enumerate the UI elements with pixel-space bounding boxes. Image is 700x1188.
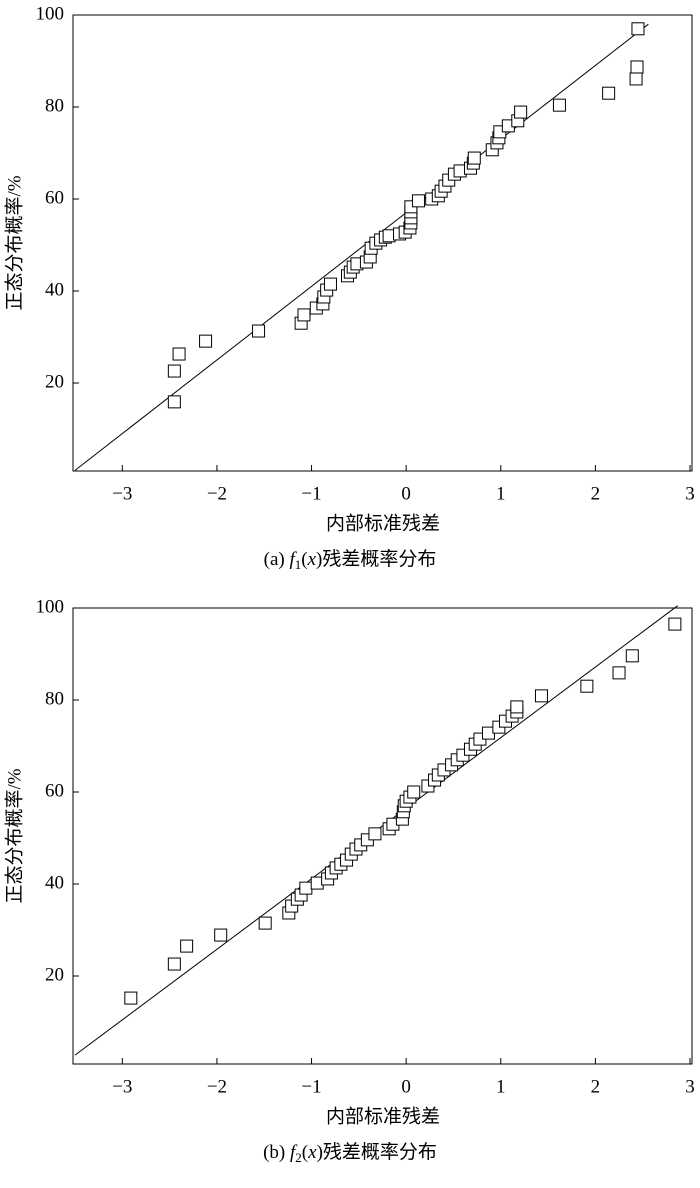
caption-part: f [290, 1142, 298, 1163]
data-point [180, 939, 194, 953]
data-point [407, 785, 421, 799]
data-point [299, 881, 313, 895]
data-point [668, 617, 682, 631]
caption-part: f [289, 549, 297, 570]
x-tick-label: −1 [301, 1076, 321, 1097]
y-tick-label: 20 [45, 964, 64, 985]
data-point [612, 666, 626, 680]
data-point [411, 194, 425, 208]
x-axis-label: 内部标准残差 [326, 512, 440, 534]
data-point [631, 22, 645, 36]
data-point [630, 60, 644, 74]
y-tick-label: 40 [45, 279, 64, 300]
data-point [258, 916, 272, 930]
caption-part: x [307, 1142, 317, 1163]
x-tick-label: 3 [685, 1076, 695, 1097]
caption-part: )残差概率分布 [317, 1141, 437, 1163]
y-tick-label: 100 [36, 3, 65, 24]
caption: (a) f1(x)残差概率分布 [264, 548, 437, 572]
y-tick-label: 60 [45, 187, 64, 208]
x-tick-label: −2 [207, 1076, 227, 1097]
data-point [214, 928, 228, 942]
data-point [510, 700, 524, 714]
data-point [323, 277, 337, 291]
data-point [167, 957, 181, 971]
x-tick-label: 2 [591, 1076, 601, 1097]
panel: 20 40 60 80 100 −3 −2 −1 0 1 2 3 正态分布概率/% 内部标准残差 (a) f… [3, 3, 694, 572]
x-tick-label: 0 [401, 1076, 411, 1097]
data-point [602, 86, 616, 100]
x-axis-label: 内部标准残差 [326, 1105, 440, 1127]
x-tick-label: 2 [591, 483, 601, 504]
data-point [252, 324, 266, 338]
y-axis-label: 正态分布概率/% [3, 768, 25, 903]
y-tick-label: 80 [45, 95, 64, 116]
caption-part: 1 [295, 557, 302, 572]
data-point [172, 347, 186, 361]
data-point [124, 991, 138, 1005]
data-point [467, 151, 481, 165]
data-point [514, 105, 528, 119]
plot-frame [72, 14, 693, 472]
x-tick-label: 3 [685, 483, 695, 504]
caption-part: ( [302, 1142, 308, 1163]
data-point [167, 395, 181, 409]
data-point [534, 689, 548, 703]
data-point [629, 72, 643, 86]
data-point [297, 308, 311, 322]
caption-part: x [307, 549, 317, 570]
data-point [625, 649, 639, 663]
x-tick-label: −1 [301, 483, 321, 504]
data-point [580, 679, 594, 693]
y-tick-label: 20 [45, 371, 64, 392]
panel: 20 40 60 80 100 −3 −2 −1 0 1 2 3 正态分布概率/% 内部标准残差 (b) f… [3, 596, 694, 1165]
plot-frame [72, 607, 693, 1065]
caption-part: )残差概率分布 [316, 548, 436, 570]
data-point [167, 364, 181, 378]
x-tick-label: −3 [112, 1076, 132, 1097]
x-tick-label: 1 [496, 1076, 506, 1097]
caption-part: ( [301, 549, 307, 570]
y-tick-label: 100 [36, 596, 65, 617]
caption-part: 2 [295, 1150, 302, 1165]
data-point [199, 334, 213, 348]
caption: (b) f2(x)残差概率分布 [263, 1141, 437, 1165]
x-tick-label: −3 [112, 483, 132, 504]
data-point [368, 827, 382, 841]
y-axis-label: 正态分布概率/% [3, 175, 25, 310]
caption-part: (b) [263, 1142, 290, 1163]
y-tick-label: 80 [45, 688, 64, 709]
reference-line [74, 23, 649, 471]
x-tick-label: 1 [496, 483, 506, 504]
data-point [552, 98, 566, 112]
y-tick-label: 40 [45, 872, 64, 893]
x-tick-label: 0 [401, 483, 411, 504]
caption-part: (a) [264, 549, 290, 570]
x-tick-label: −2 [207, 483, 227, 504]
y-tick-label: 60 [45, 780, 64, 801]
